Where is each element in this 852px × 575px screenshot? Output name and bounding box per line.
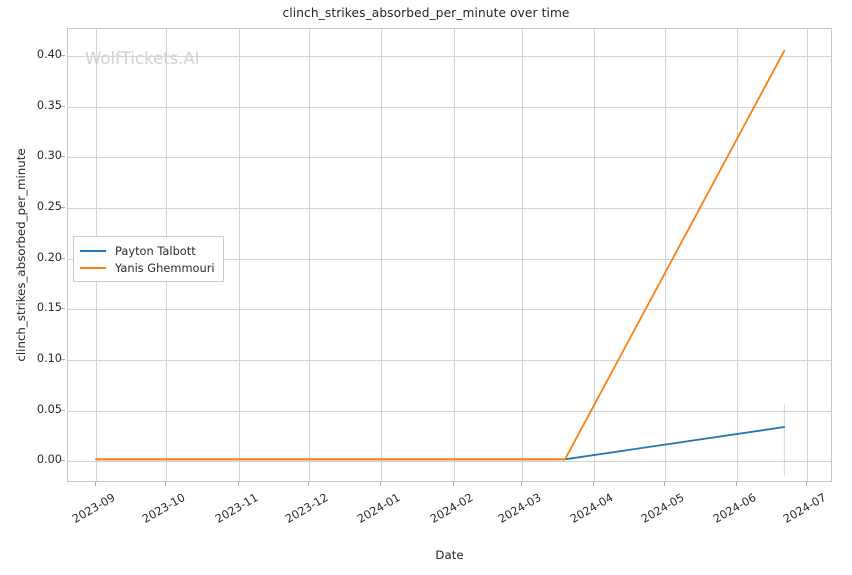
y-axis-tick-label: 0.20 bbox=[36, 250, 62, 264]
gridline-vertical bbox=[239, 29, 240, 481]
y-axis-tick-mark bbox=[61, 105, 65, 107]
plot-area: WolfTickets.AI bbox=[67, 28, 832, 482]
gridline-horizontal bbox=[68, 309, 831, 310]
gridline-horizontal bbox=[68, 208, 831, 209]
x-axis-tick-mark bbox=[593, 482, 595, 486]
x-axis-tick-mark bbox=[520, 482, 522, 486]
legend-item-label: Payton Talbott bbox=[115, 243, 196, 258]
x-axis-tick-label: 2023-09 bbox=[70, 491, 118, 526]
y-axis-tick-label: 0.05 bbox=[36, 402, 62, 416]
x-axis-tick-mark bbox=[663, 482, 665, 486]
x-axis-tick-mark bbox=[806, 482, 808, 486]
legend-item-label: Yanis Ghemmouri bbox=[115, 260, 215, 275]
legend-item[interactable]: Payton Talbott bbox=[80, 242, 215, 259]
series-line bbox=[95, 426, 786, 461]
y-axis-tick-mark bbox=[61, 54, 65, 56]
x-axis-tick-mark bbox=[380, 482, 382, 486]
x-axis-tick-label: 2024-06 bbox=[711, 491, 759, 526]
x-axis-tick-label: 2024-03 bbox=[495, 491, 544, 526]
series-line bbox=[95, 49, 786, 461]
gridline-horizontal bbox=[68, 461, 831, 462]
x-axis-tick-label: 2024-05 bbox=[638, 491, 687, 526]
legend-item[interactable]: Yanis Ghemmouri bbox=[80, 259, 215, 276]
x-axis-tick-label: 2024-02 bbox=[428, 491, 476, 526]
gridline-vertical bbox=[309, 29, 310, 481]
y-axis-tick-mark bbox=[61, 308, 65, 310]
grid-layer bbox=[68, 29, 831, 481]
x-axis-tick-mark bbox=[237, 482, 239, 486]
x-axis-tick-label: 2023-12 bbox=[283, 491, 331, 526]
gridline-vertical bbox=[737, 29, 738, 481]
x-axis-tick-mark bbox=[307, 482, 309, 486]
x-axis-tick-mark bbox=[95, 482, 97, 486]
y-axis-tick-mark bbox=[61, 206, 65, 208]
y-axis-tick-labels: 0.00 0.05 0.10 0.15 0.20 0.25 0.30 0.35 0.40 bbox=[10, 28, 62, 482]
legend-color-swatch bbox=[80, 249, 106, 252]
gridline-vertical bbox=[665, 29, 666, 481]
x-axis-tick-mark bbox=[453, 482, 454, 486]
y-axis-tick-mark bbox=[61, 460, 65, 462]
y-axis-tick-label: 0.35 bbox=[36, 98, 62, 112]
y-axis-tick-mark bbox=[61, 156, 65, 158]
y-axis-tick-mark bbox=[61, 257, 65, 259]
gridline-horizontal bbox=[68, 157, 831, 158]
gridline-vertical bbox=[594, 29, 595, 481]
y-axis-tick-mark bbox=[61, 409, 65, 411]
y-axis-tick-label: 0.40 bbox=[36, 47, 62, 61]
gridline-horizontal bbox=[68, 107, 831, 108]
gridline-vertical bbox=[454, 29, 455, 481]
x-axis-label: Date bbox=[435, 548, 464, 562]
gridline-horizontal bbox=[68, 411, 831, 412]
chart-legend[interactable]: Payton Talbott Yanis Ghemmouri bbox=[73, 236, 224, 282]
series-layer bbox=[95, 49, 786, 476]
x-axis-tick-mark bbox=[736, 482, 738, 486]
x-axis-tick-label: 2024-04 bbox=[568, 491, 616, 526]
gridline-vertical bbox=[807, 29, 808, 481]
y-axis-tick-label: 0.00 bbox=[36, 453, 62, 467]
y-axis-tick-label: 0.25 bbox=[36, 199, 62, 213]
gridline-vertical bbox=[522, 29, 523, 481]
x-axis-tick-label: 2024-01 bbox=[355, 491, 403, 526]
gridline-horizontal bbox=[68, 56, 831, 57]
x-axis-tick-labels: 2023-09 2023-10 2023-11 2023-12 2024-01 2024-… bbox=[67, 482, 832, 542]
chart-title: clinch_strikes_absorbed_per_minute over … bbox=[282, 6, 570, 20]
watermark-text: WolfTickets.AI bbox=[85, 49, 200, 68]
gridline-horizontal bbox=[68, 360, 831, 361]
gridline-vertical bbox=[381, 29, 382, 481]
x-axis-tick-label: 2023-11 bbox=[212, 491, 261, 526]
y-axis-tick-label: 0.10 bbox=[36, 351, 62, 365]
y-axis-tick-label: 0.30 bbox=[36, 149, 62, 163]
gridline-horizontal bbox=[68, 259, 831, 260]
x-axis-tick-mark bbox=[165, 482, 167, 486]
x-axis-tick-label: 2024-07 bbox=[781, 491, 829, 526]
y-axis-tick-mark bbox=[61, 358, 65, 360]
x-axis-tick-label: 2023-10 bbox=[140, 491, 188, 526]
legend-color-swatch bbox=[80, 266, 106, 269]
watermark-layer: WolfTickets.AI bbox=[68, 29, 831, 481]
y-axis-tick-label: 0.15 bbox=[36, 301, 62, 315]
